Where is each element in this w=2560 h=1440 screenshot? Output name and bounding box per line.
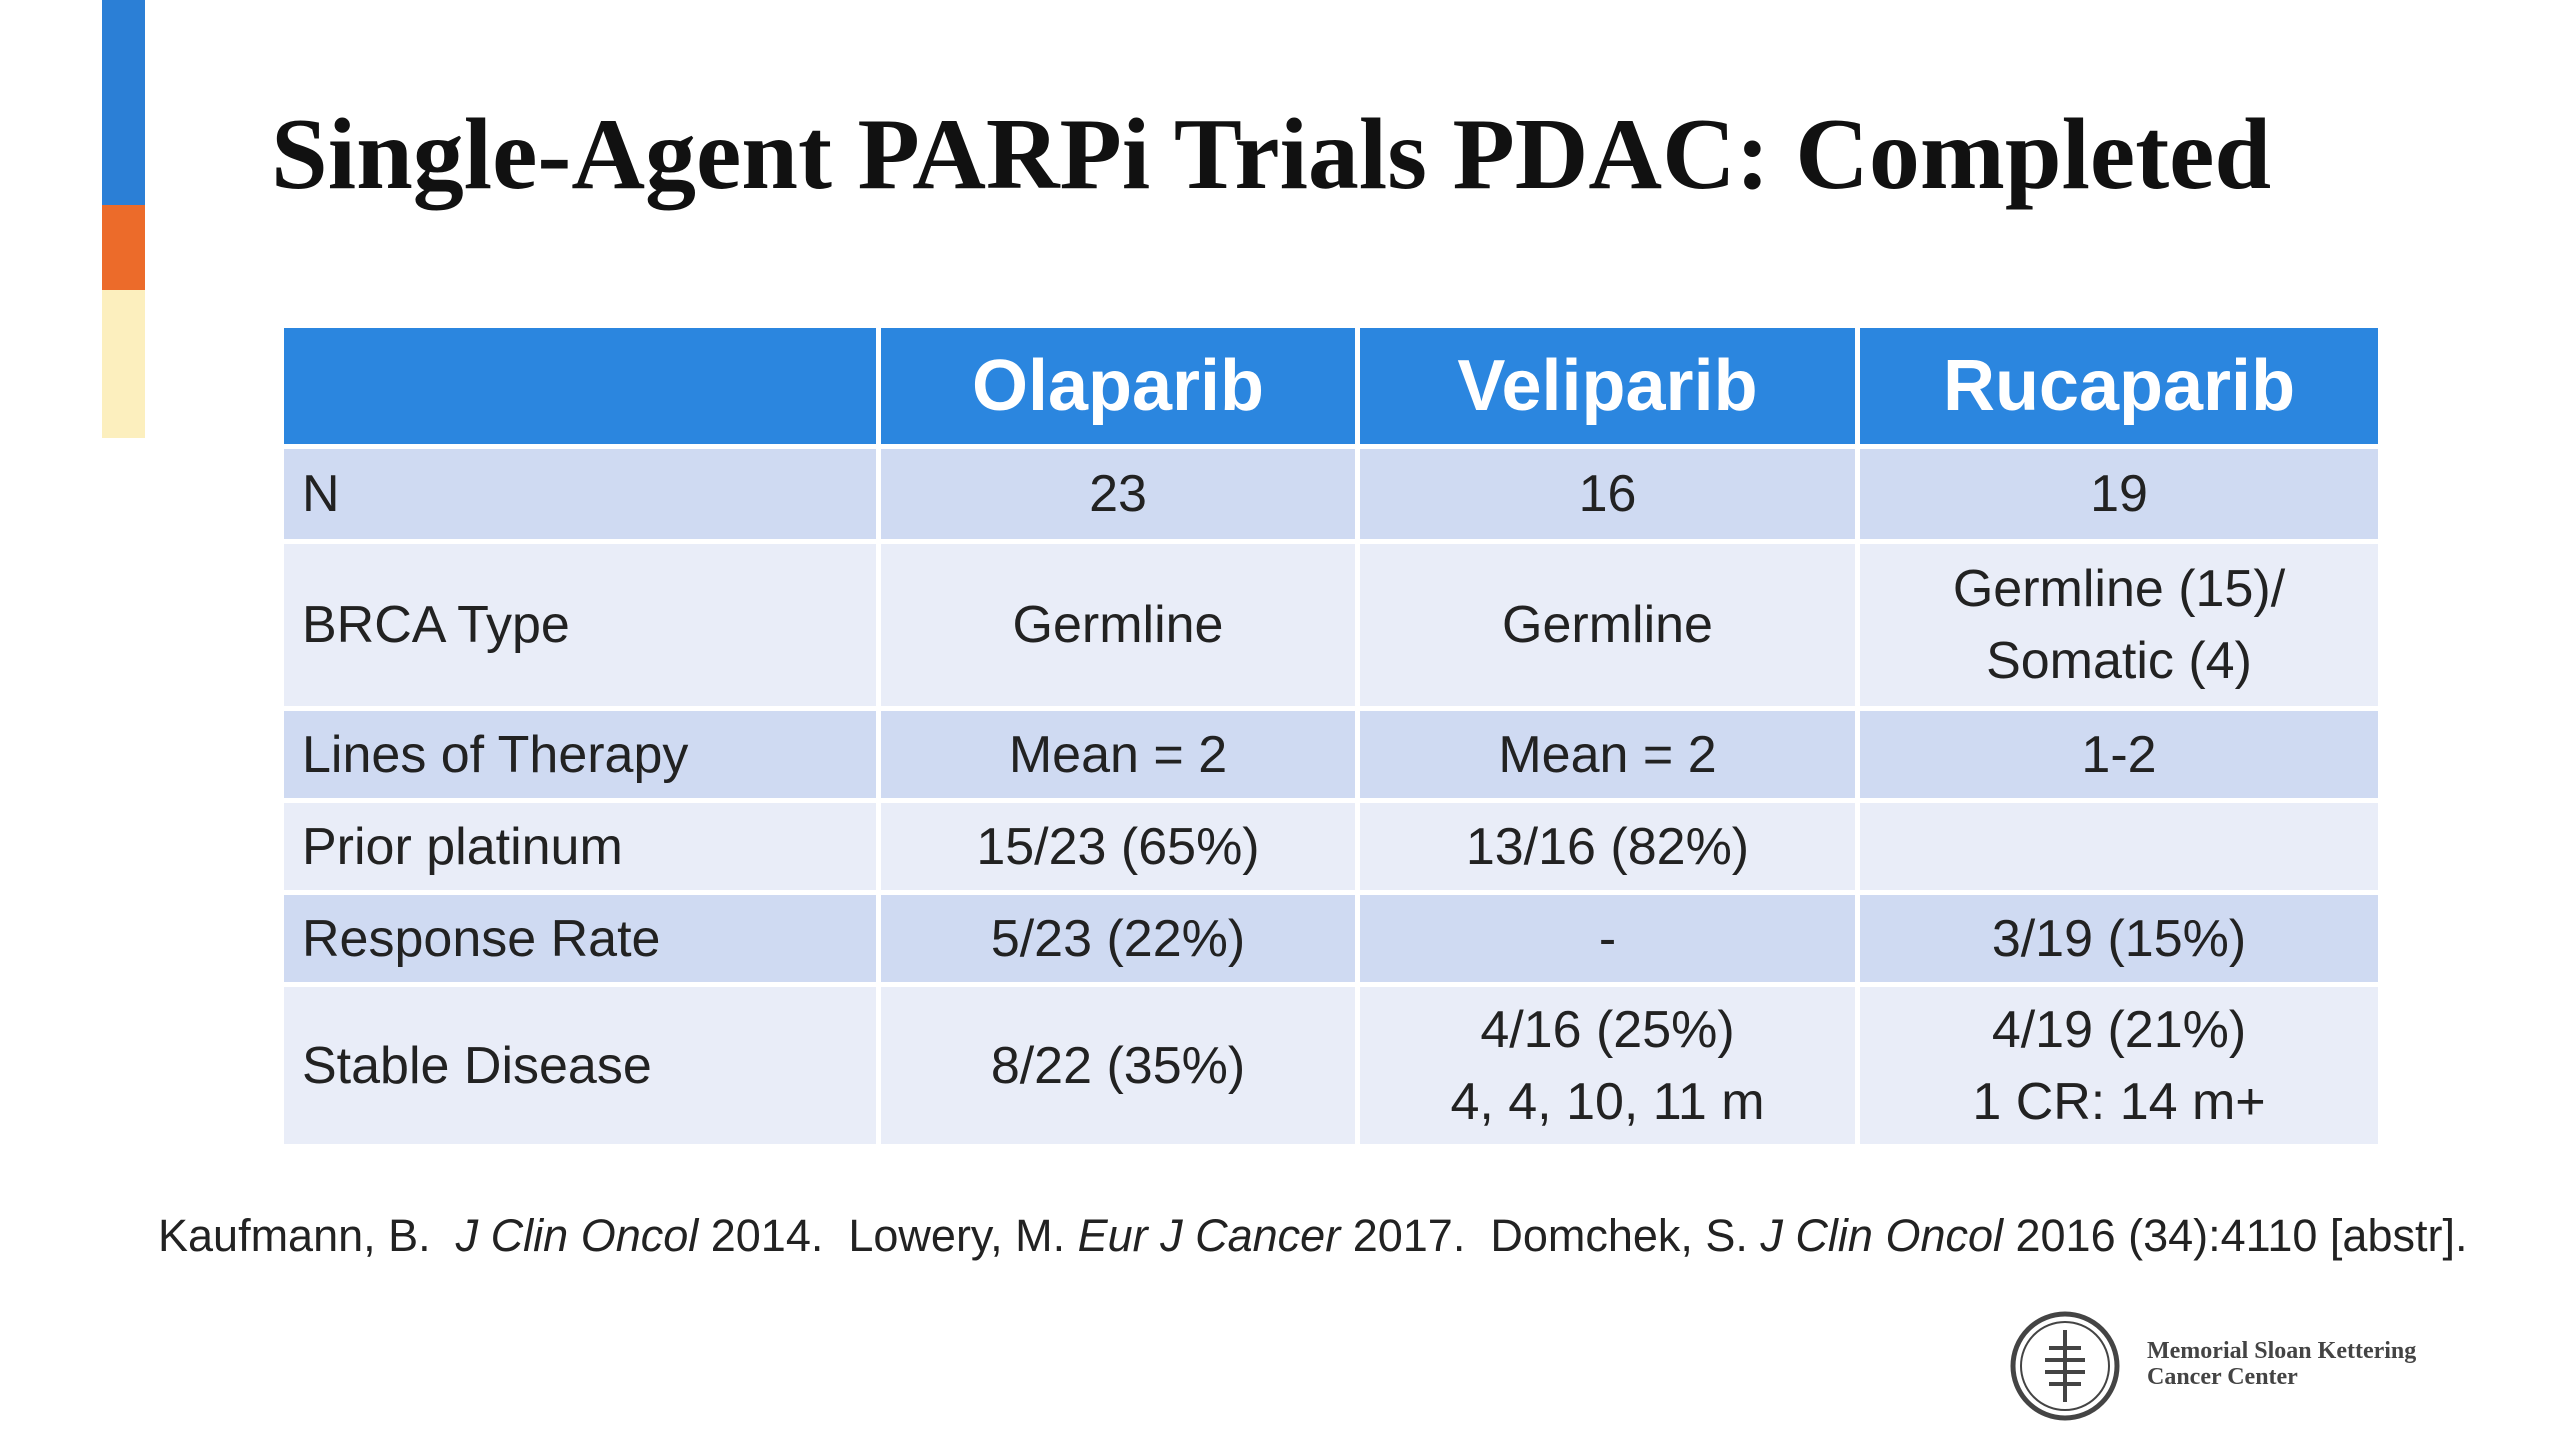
table-cell: Mean = 2 — [1355, 706, 1860, 803]
cell-line: 23 — [1089, 465, 1147, 523]
table-cell: 23 — [876, 444, 1360, 544]
row-label: N — [279, 444, 881, 544]
table-cell: 13/16 (82%) — [1355, 798, 1860, 895]
cell-line: 4/16 (25%) — [1480, 1000, 1735, 1059]
row-label: Lines of Therapy — [279, 706, 881, 803]
cell-line: Somatic (4) — [1986, 632, 2252, 690]
table-row: Lines of Therapy Mean = 2 Mean = 2 1-2 — [279, 706, 2383, 803]
cell-line: 19 — [2090, 465, 2148, 523]
table-row: Prior platinum 15/23 (65%) 13/16 (82%) — [279, 798, 2383, 895]
cell-line: Germline (15)/ — [1952, 560, 2286, 618]
table-cell: Germline — [1355, 539, 1860, 711]
logo-text: Memorial Sloan Kettering — [2147, 1338, 2416, 1364]
table-row: BRCA Type Germline Germline Germline (15)/ S… — [279, 539, 2383, 711]
cell-line: Germline — [1012, 596, 1224, 654]
table-cell: 19 — [1855, 444, 2383, 544]
cell-line: 16 — [1578, 465, 1637, 523]
cell-line: 13/16 (82%) — [1465, 817, 1750, 876]
table-cell: 4/19 (21%) 1 CR: 14 m+ — [1855, 982, 2383, 1149]
header-cell: Veliparib — [1355, 323, 1860, 449]
table-cell: 5/23 (22%) — [876, 890, 1360, 987]
accent-bar — [102, 290, 145, 438]
table-row: Response Rate 5/23 (22%) - 3/19 (15%) — [279, 890, 2383, 987]
accent-bar — [102, 0, 145, 205]
citation-part: J Clin Oncol — [455, 1210, 699, 1261]
table-cell: 1-2 — [1855, 706, 2383, 803]
table-cell: 15/23 (65%) — [876, 798, 1360, 895]
cell-line: 15/23 (65%) — [976, 817, 1260, 876]
header-cell — [279, 323, 881, 449]
cell-line: 1-2 — [2081, 725, 2157, 784]
table-cell: 3/19 (15%) — [1855, 890, 2383, 987]
row-label: BRCA Type — [279, 539, 881, 711]
header-cell: Olaparib — [876, 323, 1360, 449]
table-row: N 23 16 19 — [279, 444, 2383, 544]
cell-line: 5/23 (22%) — [990, 909, 1246, 968]
cell-line: 8/22 (35%) — [990, 1036, 1246, 1095]
citation-part: J Clin Oncol — [1760, 1210, 2003, 1261]
citation-part: 2014. Lowery, M. — [698, 1210, 1078, 1261]
cell-line: 3/19 (15%) — [1991, 909, 2247, 968]
citation-part: Kaufmann, B. — [158, 1210, 456, 1261]
table-cell: 8/22 (35%) — [876, 982, 1360, 1149]
cell-line: Germline — [1502, 596, 1713, 654]
row-label: Prior platinum — [279, 798, 881, 895]
citation-part: Eur J Cancer — [1077, 1210, 1341, 1261]
slide-title: Single-Agent PARPi Trials PDAC: Complete… — [271, 98, 2272, 211]
citation-part: 2016 (34):4110 [abstr]. — [2003, 1210, 2468, 1261]
cell-line: Mean = 2 — [1008, 725, 1228, 784]
table-cell: Mean = 2 — [876, 706, 1360, 803]
table-cell: - — [1355, 890, 1860, 987]
table-cell: 16 — [1355, 444, 1860, 544]
cell-line: 1 CR: 14 m+ — [1972, 1072, 2266, 1131]
citation-part: 2017. Domchek, S. — [1340, 1210, 1761, 1261]
comparison-table: Olaparib Veliparib Rucaparib N 23 16 19 BRCA T… — [279, 323, 2383, 1149]
table-cell: Germline (15)/ Somatic (4) — [1855, 539, 2383, 711]
table-row: Stable Disease 8/22 (35%) 4/16 (25%) 4, 4, … — [279, 982, 2383, 1149]
cell-line: 4, 4, 10, 11 m — [1450, 1072, 1765, 1131]
row-label: Response Rate — [279, 890, 881, 987]
citation: Kaufmann, B. J Clin Oncol 2014. Lowery, … — [158, 1210, 2467, 1262]
cell-line: 4/19 (21%) — [1991, 1000, 2247, 1059]
table-cell: Germline — [876, 539, 1360, 711]
logo: Memorial Sloan Kettering Cancer Center — [2010, 1311, 2416, 1421]
cell-line: Mean = 2 — [1498, 725, 1717, 784]
table-cell: 4/16 (25%) 4, 4, 10, 11 m — [1355, 982, 1860, 1149]
header-row: Olaparib Veliparib Rucaparib — [279, 323, 2383, 449]
accent-bar — [102, 205, 145, 290]
cell-line: - — [1598, 909, 1617, 968]
row-label: Stable Disease — [279, 982, 881, 1149]
header-cell: Rucaparib — [1855, 323, 2383, 449]
table-cell — [1855, 798, 2383, 895]
logo-text: Cancer Center — [2147, 1364, 2298, 1390]
